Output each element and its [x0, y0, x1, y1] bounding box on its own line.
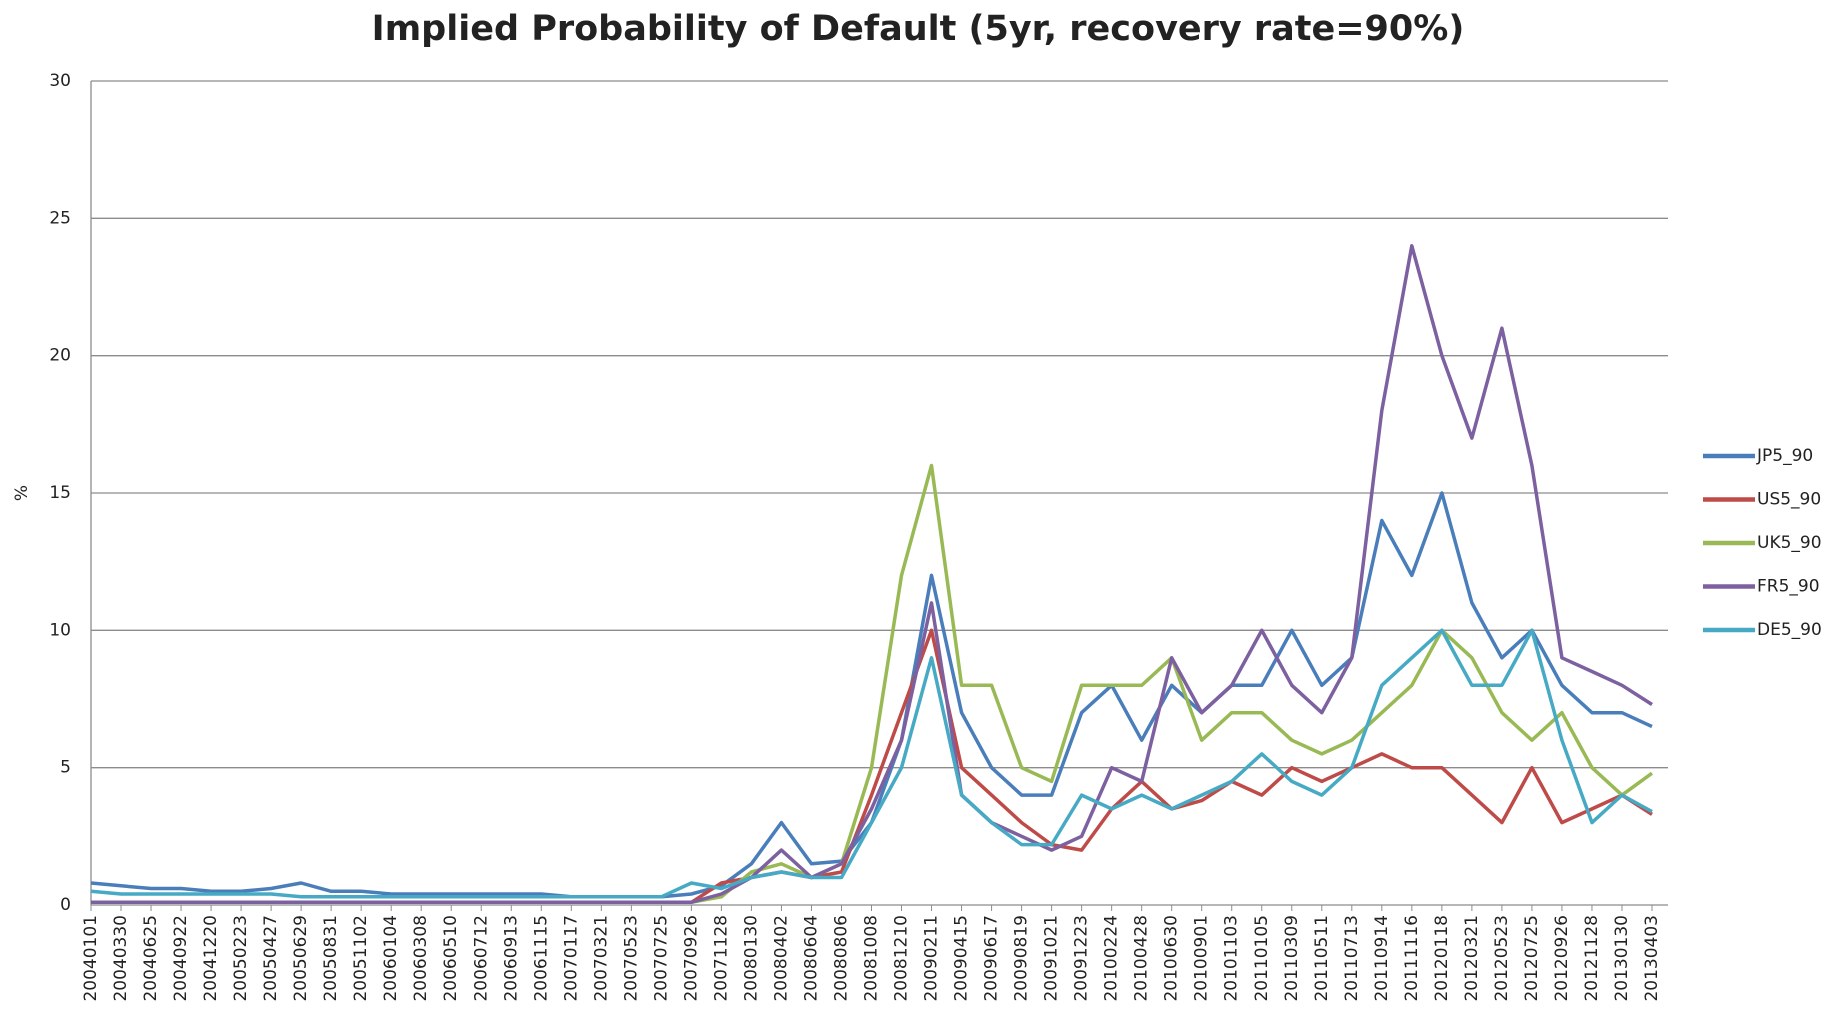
x-tick-label: 20110105	[1252, 915, 1272, 1002]
x-tick-label: 20081210	[892, 915, 912, 1002]
x-tick-label: 20110511	[1312, 915, 1332, 1002]
x-tick-label: 20100428	[1132, 915, 1152, 1002]
x-tick-label: 20091223	[1072, 915, 1092, 1002]
series-line	[90, 628, 1653, 899]
x-tick-label: 20110309	[1282, 915, 1302, 1002]
y-tick-label: 20	[49, 346, 71, 366]
x-tick-label: 20120926	[1552, 915, 1572, 1002]
y-tick-label: 25	[49, 208, 71, 228]
x-tick-label: 20071128	[711, 915, 731, 1002]
x-tick-label: 20040625	[141, 915, 161, 1002]
x-tick-label: 20060510	[441, 915, 461, 1002]
x-tick-label: 20080604	[801, 915, 821, 1002]
x-tick-label: 20111116	[1402, 915, 1422, 1002]
legend-label: US5_90	[1757, 490, 1821, 510]
y-tick-label: 10	[49, 620, 71, 640]
x-tick-label: 20060308	[411, 915, 431, 1002]
x-tick-label: 20120321	[1462, 915, 1482, 1002]
x-tick-label: 20110914	[1372, 915, 1392, 1002]
x-tick-label: 20090211	[922, 915, 942, 1002]
series-line	[91, 244, 1653, 905]
x-tick-label: 20051102	[351, 915, 371, 1002]
x-tick-label: 20070117	[561, 915, 581, 1002]
x-tick-label: 20120523	[1492, 915, 1512, 1002]
x-tick-label: 20100901	[1192, 915, 1212, 1002]
x-tick-label: 20130130	[1612, 915, 1632, 1002]
x-tick-label: 20041220	[201, 915, 221, 1002]
x-tick-label: 20040922	[171, 915, 191, 1002]
series-line	[91, 463, 1654, 905]
y-axis-label: %	[12, 485, 32, 501]
x-tick-label: 20070321	[591, 915, 611, 1002]
x-tick-label: 20040330	[111, 915, 131, 1002]
x-tick-label: 20050223	[231, 915, 251, 1002]
legend-label: FR5_90	[1757, 577, 1820, 597]
x-tick-label: 20050427	[261, 915, 281, 1002]
x-tick-label: 20090415	[952, 915, 972, 1002]
series-line	[90, 491, 1653, 899]
x-tick-label: 20050831	[321, 915, 341, 1002]
legend-label: UK5_90	[1757, 533, 1822, 553]
x-tick-label: 20070725	[651, 915, 671, 1002]
legend-label: DE5_90	[1757, 620, 1822, 640]
x-tick-label: 20100630	[1162, 915, 1182, 1002]
x-tick-label: 20120725	[1522, 915, 1542, 1002]
x-tick-label: 20101103	[1222, 915, 1242, 1002]
x-tick-label: 20050629	[291, 915, 311, 1002]
x-tick-label: 20110713	[1342, 915, 1362, 1002]
x-tick-label: 20080806	[831, 915, 851, 1002]
x-tick-label: 20060712	[471, 915, 491, 1002]
x-tick-label: 20121128	[1582, 915, 1602, 1002]
chart-title: Implied Probability of Default (5yr, rec…	[372, 9, 1465, 49]
x-tick-label: 20091021	[1042, 915, 1062, 1002]
x-tick-label: 20090819	[1012, 915, 1032, 1002]
legend-label: JP5_90	[1756, 446, 1813, 466]
y-tick-label: 5	[60, 758, 71, 778]
x-tick-label: 20080402	[771, 915, 791, 1002]
x-tick-label: 20080130	[741, 915, 761, 1002]
x-tick-label: 20060913	[501, 915, 521, 1002]
y-tick-label: 15	[49, 483, 71, 503]
x-tick-label: 20070523	[621, 915, 641, 1002]
x-tick-label: 20061115	[531, 915, 551, 1002]
x-tick-label: 20081008	[862, 915, 882, 1002]
x-tick-label: 20060104	[381, 915, 401, 1002]
y-tick-label: 30	[49, 71, 71, 91]
x-tick-label: 20090617	[982, 915, 1002, 1002]
x-tick-label: 20070926	[681, 915, 701, 1002]
y-tick-label: 0	[60, 895, 71, 915]
x-tick-label: 20040101	[81, 915, 101, 1002]
x-tick-label: 20120118	[1432, 915, 1452, 1002]
x-tick-label: 20100224	[1102, 915, 1122, 1002]
x-tick-label: 20130403	[1642, 915, 1662, 1002]
